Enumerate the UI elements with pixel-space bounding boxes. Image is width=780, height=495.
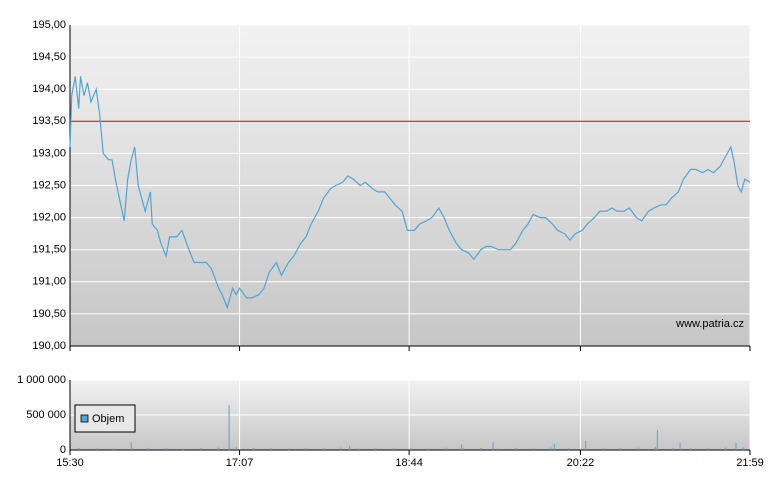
x-tick-label: 20:22	[567, 457, 595, 469]
x-tick-label: 15:30	[56, 457, 84, 469]
y-tick-label: 190,50	[32, 308, 66, 320]
y-tick-label: 0	[60, 444, 66, 456]
y-tick-label: 193,00	[32, 147, 66, 159]
legend-swatch	[80, 414, 89, 423]
price-line	[69, 76, 751, 310]
legend-label: Objem	[92, 413, 124, 425]
y-tick-label: 192,50	[32, 179, 66, 191]
x-tick-label: 21:59	[736, 457, 764, 469]
x-tick-label: 18:44	[395, 457, 423, 469]
y-tick-label: 192,00	[32, 212, 66, 224]
y-tick-label: 190,00	[32, 340, 66, 352]
x-tick-label: 17:07	[226, 457, 254, 469]
y-tick-label: 194,00	[32, 83, 66, 95]
y-tick-label: 193,50	[32, 115, 66, 127]
y-tick-label: 195,00	[32, 19, 66, 31]
y-tick-label: 500 000	[26, 409, 66, 421]
y-tick-label: 191,50	[32, 244, 66, 256]
y-tick-label: 191,00	[32, 276, 66, 288]
watermark: www.patria.cz	[675, 318, 744, 330]
y-tick-label: 1 000 000	[17, 374, 66, 386]
y-tick-label: 194,50	[32, 51, 66, 63]
